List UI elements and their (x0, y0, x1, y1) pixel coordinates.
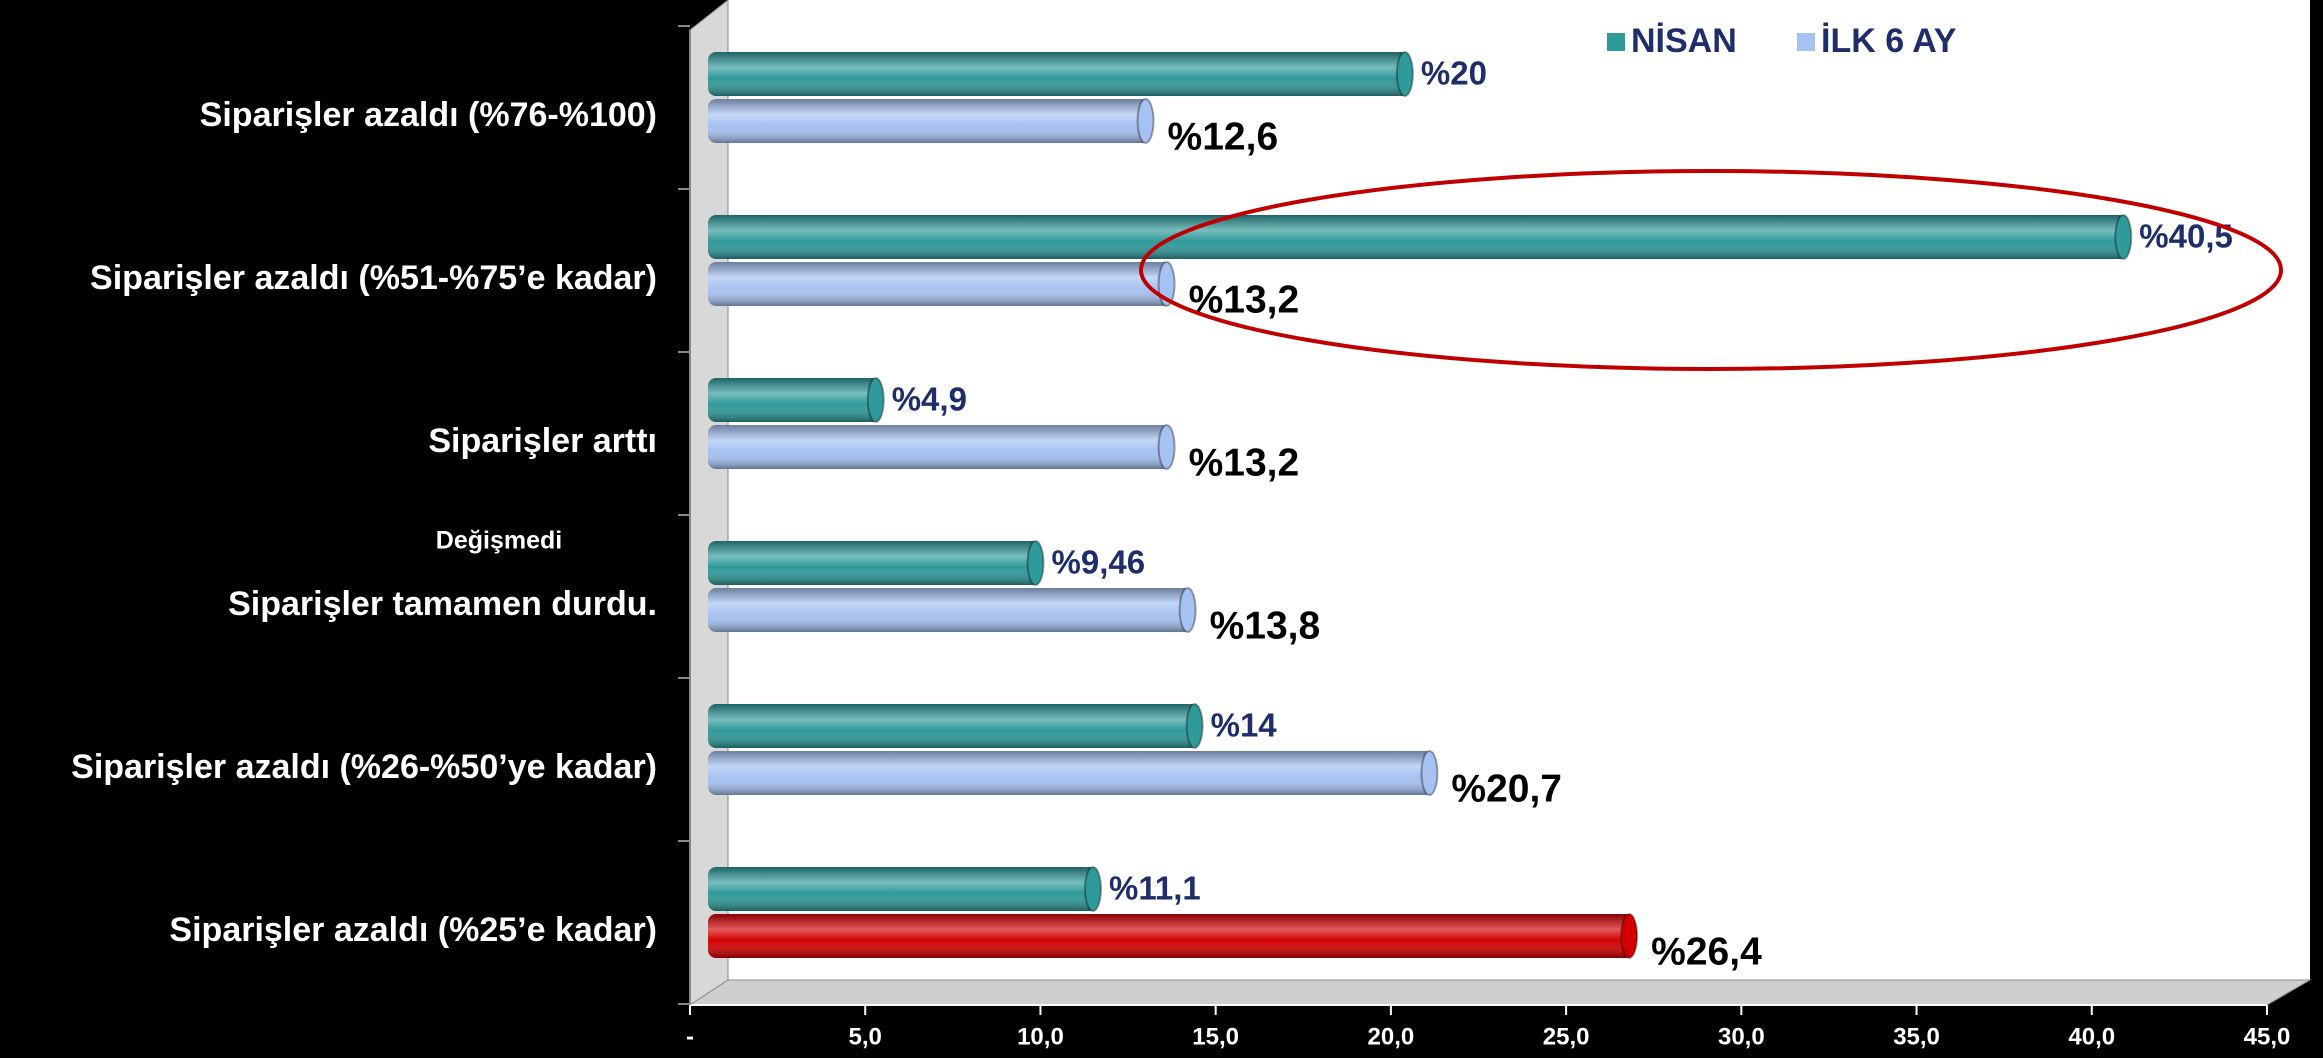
y-tick-label: Siparişler azaldı (%26-%50’ye kadar) (71, 748, 657, 786)
bar-cap (2114, 214, 2133, 260)
bar-shine (708, 99, 1150, 143)
bar-cap (1395, 51, 1414, 97)
y-tick-label: Siparişler azaldı (%25’e kadar) (169, 911, 657, 949)
plot-area (690, 0, 2310, 1005)
value-label: %13,8 (1210, 604, 1321, 647)
legend-swatch (1607, 33, 1625, 51)
legend-swatch (1797, 33, 1815, 51)
x-tick-label: 15,0 (1192, 1023, 1239, 1050)
bar-shine (708, 52, 1409, 96)
bar-shine (708, 215, 2128, 259)
value-label: %9,46 (1052, 544, 1146, 581)
y-tick-label: Siparişler arttı (428, 422, 657, 460)
bar-shine (708, 541, 1040, 585)
value-label: %11,1 (1109, 870, 1201, 907)
x-tick-label: 10,0 (1017, 1023, 1064, 1050)
bar-cap (1083, 866, 1102, 912)
value-label: %13,2 (1189, 441, 1300, 484)
x-tick-label: 45,0 (2244, 1023, 2291, 1050)
legend-label: NİSAN (1631, 22, 1737, 60)
bar-shine (708, 914, 1634, 958)
annotation: Değişmedi (436, 527, 562, 555)
value-label: %12,6 (1168, 115, 1279, 158)
x-tick-label: 20,0 (1368, 1023, 1415, 1050)
bar-cap (1420, 750, 1439, 796)
highlight-ellipse (1139, 169, 2283, 371)
x-tick-label: 25,0 (1543, 1023, 1590, 1050)
bar-shine (708, 378, 880, 422)
y-tick-label: Siparişler azaldı (%51-%75’e kadar) (90, 259, 657, 297)
bar-cap (1026, 540, 1045, 586)
bar-shine (708, 425, 1171, 469)
plot-wall (689, 0, 729, 1006)
bar-shine (708, 704, 1199, 748)
bar-shine (708, 262, 1171, 306)
x-tick-label: 40,0 (2068, 1023, 2115, 1050)
x-tick-label: 35,0 (1893, 1023, 1940, 1050)
bar-shine (708, 588, 1192, 632)
value-label: %13,2 (1189, 278, 1300, 321)
bar-cap (1157, 424, 1176, 470)
bar-shine (708, 867, 1097, 911)
x-tick-label: 30,0 (1718, 1023, 1765, 1050)
y-tick-label: Siparişler tamamen durdu. (228, 585, 657, 623)
x-tick-label: - (686, 1023, 694, 1050)
value-label: %20,7 (1451, 767, 1562, 810)
value-label: %20 (1421, 55, 1487, 92)
x-tick-label: 5,0 (849, 1023, 882, 1050)
value-label: %14 (1211, 707, 1278, 744)
bar-cap (1178, 587, 1197, 633)
value-label: %26,4 (1651, 930, 1762, 973)
bar-shine (708, 751, 1434, 795)
y-tick-label: Siparişler azaldı (%76-%100) (200, 96, 657, 134)
value-label: %4,9 (892, 381, 967, 418)
bar-cap (1620, 913, 1639, 959)
bar-cap (866, 377, 885, 423)
legend-label: İLK 6 AY (1821, 22, 1957, 60)
bar-cap (1185, 703, 1204, 749)
bar-cap (1136, 98, 1155, 144)
plot-floor (688, 979, 2312, 1006)
